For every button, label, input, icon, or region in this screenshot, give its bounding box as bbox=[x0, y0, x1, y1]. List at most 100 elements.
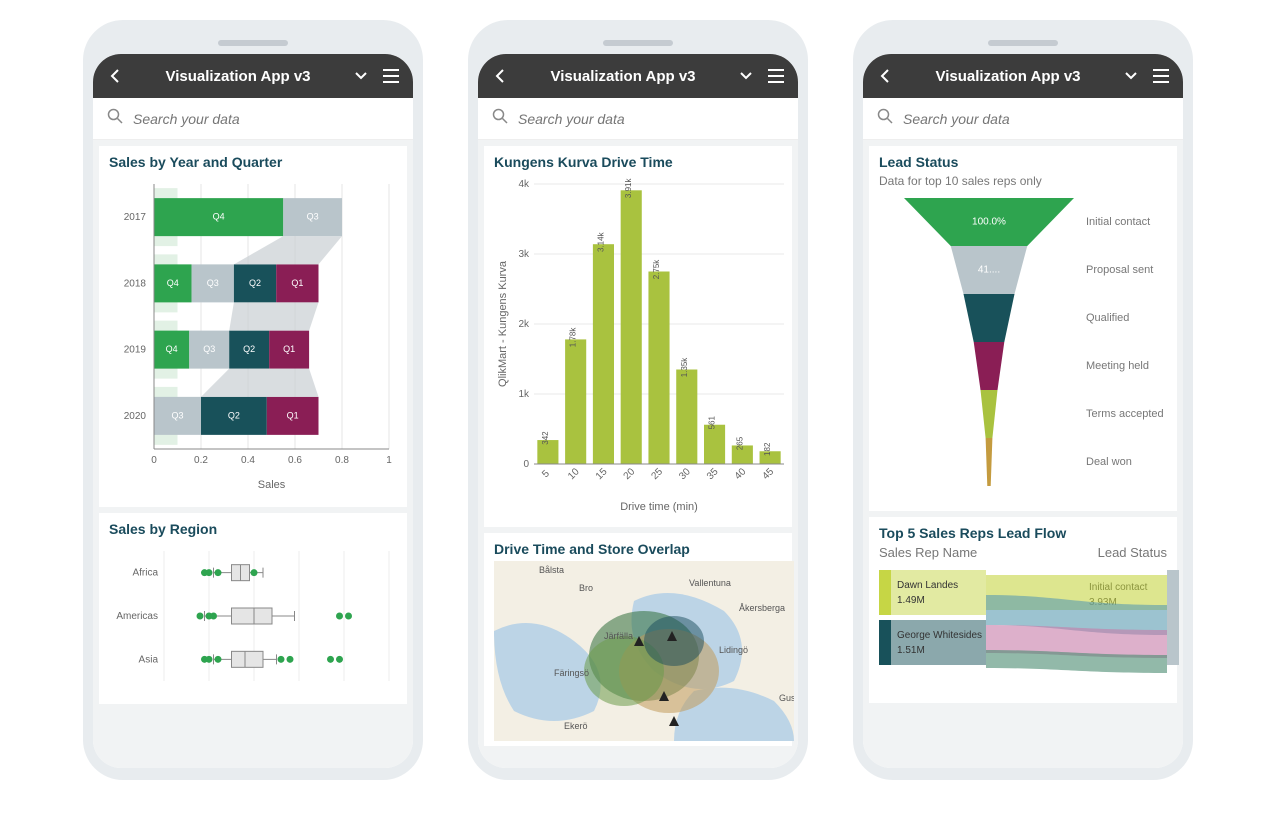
svg-text:1.49M: 1.49M bbox=[897, 595, 925, 606]
svg-text:2019: 2019 bbox=[124, 345, 147, 356]
phone-frame-3: Visualization App v3 Lead Status Data fo… bbox=[853, 20, 1193, 780]
svg-text:Q3: Q3 bbox=[207, 278, 219, 288]
svg-text:10: 10 bbox=[566, 466, 582, 482]
app-title: Visualization App v3 bbox=[135, 68, 341, 85]
svg-text:Africa: Africa bbox=[132, 568, 158, 579]
content-2: Kungens Kurva Drive Time 01k2k3k4k34251.… bbox=[478, 140, 798, 768]
phone-speaker bbox=[218, 40, 288, 46]
card-sankey: Top 5 Sales Reps Lead Flow Sales Rep Nam… bbox=[869, 517, 1177, 703]
chevron-down-icon[interactable] bbox=[351, 71, 371, 81]
menu-icon[interactable] bbox=[766, 69, 786, 83]
back-icon[interactable] bbox=[875, 69, 895, 83]
phone-screen-1: Visualization App v3 Sales by Year and Q… bbox=[93, 54, 413, 768]
svg-text:1.78k: 1.78k bbox=[569, 327, 578, 348]
svg-text:Deal won: Deal won bbox=[1086, 456, 1132, 468]
chart-stacked-bar[interactable]: 00.20.40.60.812017Q4Q32018Q4Q3Q2Q12019Q4… bbox=[109, 174, 397, 499]
svg-text:Lidingö: Lidingö bbox=[719, 645, 748, 655]
svg-text:Q3: Q3 bbox=[307, 212, 319, 222]
search-icon bbox=[877, 108, 893, 129]
svg-text:1k: 1k bbox=[518, 389, 530, 400]
svg-text:Meeting held: Meeting held bbox=[1086, 360, 1149, 372]
app-header: Visualization App v3 bbox=[478, 54, 798, 98]
svg-text:Sales: Sales bbox=[258, 479, 286, 491]
svg-text:Dawn Landes: Dawn Landes bbox=[897, 580, 958, 591]
svg-text:0.6: 0.6 bbox=[288, 455, 302, 466]
search-bar[interactable] bbox=[478, 98, 798, 140]
search-input[interactable] bbox=[133, 111, 399, 127]
svg-text:Proposal sent: Proposal sent bbox=[1086, 264, 1153, 276]
back-icon[interactable] bbox=[490, 69, 510, 83]
svg-text:2017: 2017 bbox=[124, 212, 147, 223]
svg-text:George Whitesides: George Whitesides bbox=[897, 630, 982, 641]
search-bar[interactable] bbox=[863, 98, 1183, 140]
search-icon bbox=[492, 108, 508, 129]
card-lead-status: Lead Status Data for top 10 sales reps o… bbox=[869, 146, 1177, 511]
svg-text:2018: 2018 bbox=[124, 278, 147, 289]
svg-text:30: 30 bbox=[677, 466, 693, 482]
back-icon[interactable] bbox=[105, 69, 125, 83]
phone-frame-2: Visualization App v3 Kungens Kurva Drive… bbox=[468, 20, 808, 780]
app-header: Visualization App v3 bbox=[93, 54, 413, 98]
svg-text:0: 0 bbox=[523, 459, 529, 470]
svg-text:Americas: Americas bbox=[116, 611, 158, 622]
svg-text:Q2: Q2 bbox=[228, 410, 240, 420]
chart-map[interactable]: BålstaBroVallentunaÅkersbergaJärfällaLid… bbox=[494, 561, 782, 746]
svg-text:2k: 2k bbox=[518, 319, 530, 330]
svg-text:Bålsta: Bålsta bbox=[539, 565, 564, 575]
svg-text:Q3: Q3 bbox=[171, 410, 183, 420]
svg-text:Färingsö: Färingsö bbox=[554, 668, 589, 678]
chart-bar[interactable]: 01k2k3k4k34251.78k103.14k153.91k202.75k2… bbox=[494, 174, 782, 519]
phone-speaker bbox=[603, 40, 673, 46]
phone-speaker bbox=[988, 40, 1058, 46]
svg-text:Vallentuna: Vallentuna bbox=[689, 578, 731, 588]
svg-text:2020: 2020 bbox=[124, 411, 147, 422]
svg-text:Q1: Q1 bbox=[291, 278, 303, 288]
app-title: Visualization App v3 bbox=[905, 68, 1111, 85]
svg-text:1.51M: 1.51M bbox=[897, 645, 925, 656]
chart-title: Sales by Year and Quarter bbox=[109, 154, 397, 170]
app-header: Visualization App v3 bbox=[863, 54, 1183, 98]
svg-text:Gust: Gust bbox=[779, 693, 794, 703]
chart-title: Sales by Region bbox=[109, 521, 397, 537]
sankey-left-header: Sales Rep Name bbox=[879, 545, 977, 560]
svg-text:Terms accepted: Terms accepted bbox=[1086, 408, 1164, 420]
chart-title: Lead Status bbox=[879, 154, 1167, 170]
svg-text:35: 35 bbox=[705, 466, 721, 482]
search-input[interactable] bbox=[518, 111, 784, 127]
svg-text:0.2: 0.2 bbox=[194, 455, 208, 466]
svg-text:QlikMart - Kungens Kurva: QlikMart - Kungens Kurva bbox=[497, 260, 509, 387]
card-map: Drive Time and Store Overlap Bålsta Bro Va… bbox=[484, 533, 792, 746]
card-sales-year-quarter: Sales by Year and Quarter 00.20.40.60.81… bbox=[99, 146, 407, 507]
chevron-down-icon[interactable] bbox=[1121, 71, 1141, 81]
phone-frame-1: Visualization App v3 Sales by Year and Q… bbox=[83, 20, 423, 780]
svg-text:Q2: Q2 bbox=[243, 344, 255, 354]
svg-text:Qualified: Qualified bbox=[1086, 312, 1129, 324]
svg-text:1: 1 bbox=[386, 455, 392, 466]
content-1: Sales by Year and Quarter 00.20.40.60.81… bbox=[93, 140, 413, 768]
svg-text:0.4: 0.4 bbox=[241, 455, 255, 466]
svg-text:Bro: Bro bbox=[579, 583, 593, 593]
chart-sankey[interactable]: Dawn Landes1.49MGeorge Whitesides1.51MIn… bbox=[879, 560, 1167, 695]
chart-funnel[interactable]: 100.0%Initial contact41....Proposal sent… bbox=[879, 188, 1167, 503]
svg-text:2.75k: 2.75k bbox=[652, 259, 661, 280]
chevron-down-icon[interactable] bbox=[736, 71, 756, 81]
chart-subtitle: Data for top 10 sales reps only bbox=[879, 174, 1167, 188]
svg-text:Åkersberga: Åkersberga bbox=[739, 603, 785, 613]
svg-text:100.0%: 100.0% bbox=[972, 217, 1006, 228]
svg-text:Asia: Asia bbox=[139, 654, 159, 665]
search-icon bbox=[107, 108, 123, 129]
menu-icon[interactable] bbox=[381, 69, 401, 83]
card-sales-region: Sales by Region Africa Americas Asia bbox=[99, 513, 407, 704]
search-input[interactable] bbox=[903, 111, 1169, 127]
menu-icon[interactable] bbox=[1151, 69, 1171, 83]
chart-boxplot[interactable]: Africa Americas Asia bbox=[109, 541, 397, 696]
svg-text:1.35k: 1.35k bbox=[680, 357, 689, 378]
chart-title: Drive Time and Store Overlap bbox=[494, 541, 782, 557]
svg-text:3k: 3k bbox=[518, 249, 530, 260]
svg-text:45: 45 bbox=[761, 466, 777, 482]
svg-text:4k: 4k bbox=[518, 179, 530, 190]
svg-text:Q1: Q1 bbox=[283, 344, 295, 354]
phone-screen-3: Visualization App v3 Lead Status Data fo… bbox=[863, 54, 1183, 768]
search-bar[interactable] bbox=[93, 98, 413, 140]
svg-text:182: 182 bbox=[763, 442, 772, 456]
